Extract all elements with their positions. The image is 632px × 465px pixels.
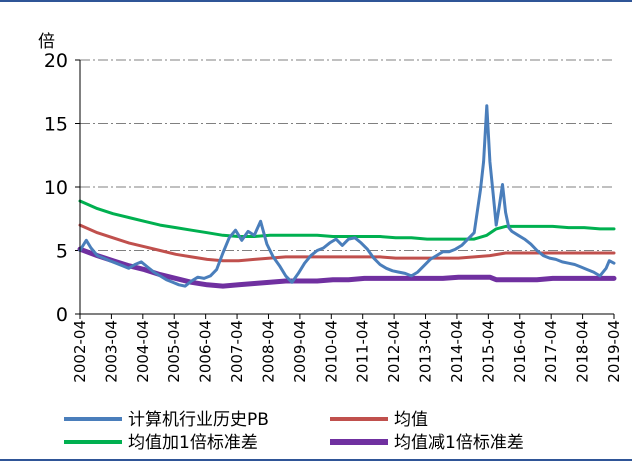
x-tick-label: 2008-04: [259, 320, 277, 383]
x-tick-label: 2018-04: [574, 320, 592, 383]
legend-label: 均值减1倍标准差: [394, 433, 524, 453]
x-tick-label: 2013-04: [417, 320, 435, 383]
y-tick-label: 20: [44, 50, 68, 72]
series-line: [77, 246, 617, 289]
y-tick-label: 10: [44, 177, 68, 199]
x-tick-label: 2012-04: [385, 320, 403, 383]
series-line: [78, 199, 616, 241]
bottom-rule: [0, 459, 632, 461]
series-lines: [77, 104, 617, 289]
y-unit-label: 倍: [38, 32, 55, 52]
legend-label: 计算机行业历史PB: [128, 410, 269, 430]
axes: [79, 60, 614, 315]
x-tick-label: 2006-04: [197, 320, 215, 383]
x-tick-label: 2005-04: [165, 320, 183, 383]
legend-label: 均值加1倍标准差: [128, 433, 258, 453]
x-tick-label: 2007-04: [228, 320, 246, 383]
x-tick-label: 2015-04: [479, 320, 497, 383]
top-rule: [0, 0, 632, 2]
x-tick-label: 2003-04: [102, 320, 120, 383]
y-tick-label: 5: [56, 241, 68, 263]
x-tick-label: 2017-04: [542, 320, 560, 383]
x-tick-label: 2002-04: [71, 320, 89, 383]
y-tick-label: 0: [56, 304, 68, 326]
x-tick-label: 2011-04: [354, 320, 372, 383]
y-axis-ticks: 0 5 10 15 20: [44, 50, 80, 326]
legend-label: 均值: [394, 410, 428, 430]
series-line: [78, 223, 616, 263]
series-line: [78, 104, 616, 288]
x-tick-label: 2014-04: [448, 320, 466, 383]
x-tick-label: 2010-04: [322, 320, 340, 383]
x-tick-label: 2009-04: [291, 320, 309, 383]
x-tick-label: 2019-04: [605, 320, 623, 383]
x-axis-ticks: 2002-04 2003-04 2004-04 2005-04 2006-04 2007-…: [71, 314, 623, 383]
x-tick-label: 2004-04: [134, 320, 152, 383]
y-tick-label: 15: [44, 114, 68, 136]
gridlines: [80, 59, 614, 251]
x-tick-label: 2016-04: [511, 320, 529, 383]
